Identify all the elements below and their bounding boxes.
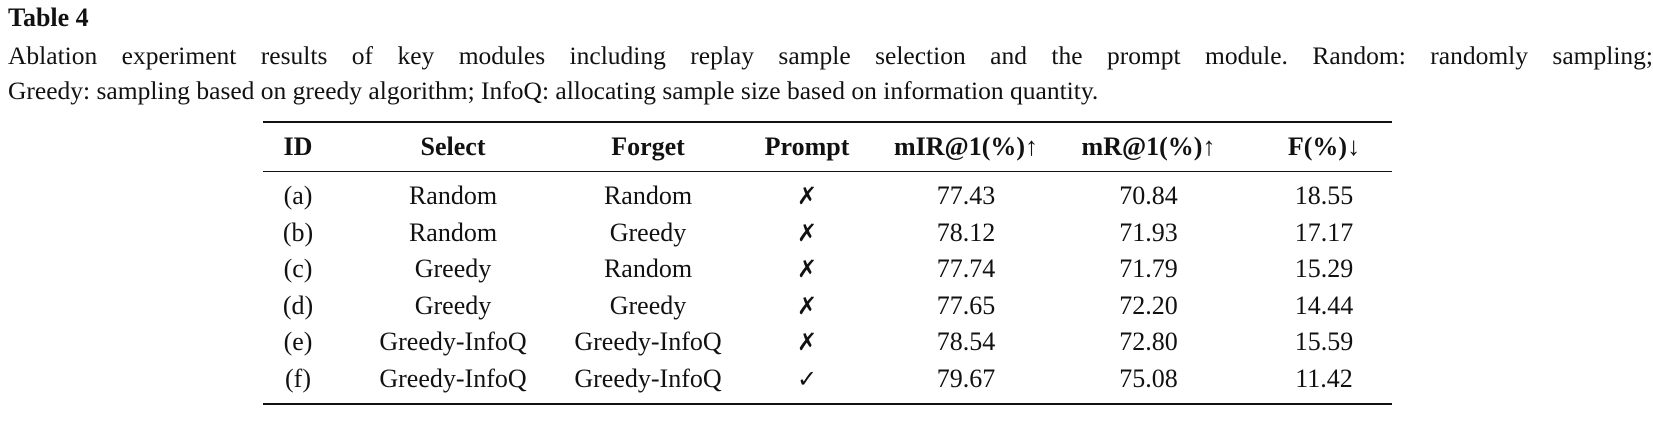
table-caption: Ablation experiment results of key modul…	[8, 38, 1653, 108]
cell-f: 11.42	[1256, 360, 1392, 405]
cell-mir1: 77.65	[936, 290, 996, 320]
cell-id: (e)	[283, 327, 313, 357]
cell-select: Greedy-InfoQ	[379, 327, 527, 357]
header-id: ID	[263, 121, 333, 172]
cell-forget: Greedy	[609, 290, 687, 320]
caption-line-2: Greedy: sampling based on greedy algorit…	[8, 76, 1099, 105]
table-row: (b) Random Greedy ✗ 78.12 71.93 17.17	[263, 215, 1392, 252]
cell-select: Greedy	[414, 290, 492, 320]
header-mir1: mIR@1(%)↑	[891, 121, 1041, 172]
cell-forget: Greedy-InfoQ	[574, 327, 722, 357]
cell-prompt-cross-icon: ✗	[796, 291, 818, 320]
header-forget: Forget	[573, 121, 723, 172]
cell-id: (b)	[282, 217, 314, 247]
cell-forget: Random	[603, 254, 693, 284]
header-prompt: Prompt	[723, 121, 891, 172]
cell-id: (f)	[263, 360, 333, 405]
cell-id: (a)	[283, 181, 313, 211]
cell-mr1: 71.79	[1119, 254, 1178, 284]
header-mr1: mR@1(%)↑	[1041, 121, 1256, 172]
cell-f: 15.29	[1294, 254, 1354, 284]
cell-id: (d)	[282, 290, 314, 320]
cell-f: 14.44	[1294, 290, 1354, 320]
cell-mr1: 70.84	[1119, 181, 1178, 211]
table-header-row: ID Select Forget Prompt mIR@1(%)↑ mR@1(%…	[263, 121, 1392, 172]
cell-mr1: 75.08	[1041, 360, 1256, 405]
cell-forget: Greedy	[609, 217, 687, 247]
ablation-results-table: ID Select Forget Prompt mIR@1(%)↑ mR@1(%…	[263, 121, 1392, 405]
cell-select: Random	[408, 181, 498, 211]
cell-f: 18.55	[1294, 181, 1354, 211]
cell-f: 15.59	[1294, 327, 1354, 357]
cell-mir1: 79.67	[891, 360, 1041, 405]
cell-mr1: 72.20	[1119, 290, 1178, 320]
table-row: (d) Greedy Greedy ✗ 77.65 72.20 14.44	[263, 288, 1392, 325]
cell-mir1: 77.74	[936, 254, 996, 284]
table-caption-title: Table 4	[8, 3, 89, 32]
cell-mr1: 71.93	[1119, 217, 1178, 247]
cell-mir1: 78.12	[936, 217, 996, 247]
table-row: (c) Greedy Random ✗ 77.74 71.79 15.29	[263, 251, 1392, 288]
header-f: F(%)↓	[1256, 121, 1392, 172]
cell-prompt-cross-icon: ✗	[796, 182, 818, 211]
cell-select: Greedy-InfoQ	[333, 360, 573, 405]
cell-prompt-check-icon: ✓	[723, 360, 891, 405]
cell-select: Random	[408, 217, 498, 247]
cell-id: (c)	[283, 254, 313, 284]
cell-forget: Random	[603, 181, 693, 211]
table-row: (f) Greedy-InfoQ Greedy-InfoQ ✓ 79.67 75…	[263, 360, 1392, 405]
header-select: Select	[333, 121, 573, 172]
cell-select: Greedy	[414, 254, 492, 284]
cell-mir1: 77.43	[936, 181, 996, 211]
cell-prompt-cross-icon: ✗	[796, 255, 818, 284]
cell-mr1: 72.80	[1119, 327, 1178, 357]
cell-prompt-cross-icon: ✗	[796, 328, 818, 357]
cell-mir1: 78.54	[936, 327, 996, 357]
caption-line-1: Ablation experiment results of key modul…	[8, 41, 1653, 70]
cell-forget: Greedy-InfoQ	[573, 360, 723, 405]
table-row: (a) Random Random ✗ 77.43 70.84 18.55	[263, 172, 1392, 215]
cell-f: 17.17	[1294, 217, 1354, 247]
table-row: (e) Greedy-InfoQ Greedy-InfoQ ✗ 78.54 72…	[263, 324, 1392, 361]
cell-prompt-cross-icon: ✗	[796, 218, 818, 247]
